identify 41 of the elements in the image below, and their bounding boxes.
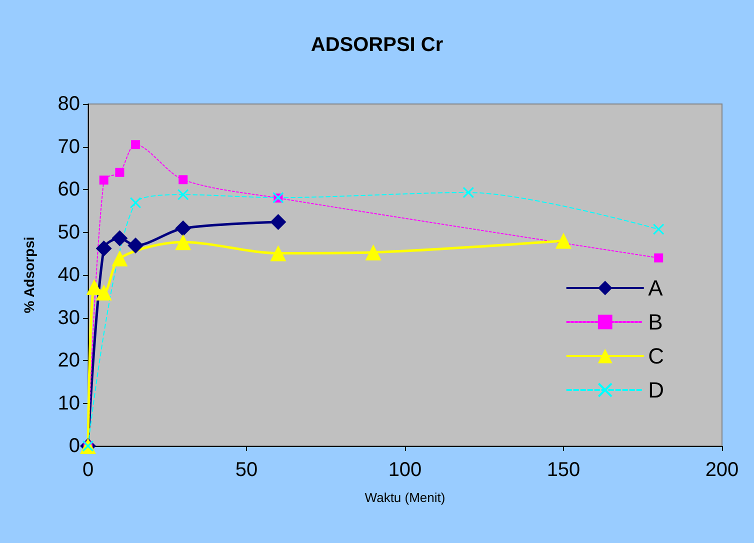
- point: [175, 220, 192, 236]
- point: [365, 244, 382, 260]
- point: [112, 230, 128, 246]
- point: [99, 176, 108, 185]
- legend-label: D: [648, 378, 664, 402]
- x-tick-label: 100: [388, 459, 422, 481]
- point: [96, 240, 112, 256]
- chart-title: ADSORPSI Cr: [310, 34, 444, 56]
- point: [131, 140, 140, 150]
- point: [130, 197, 142, 208]
- point: [653, 224, 664, 235]
- legend-label: A: [648, 276, 664, 300]
- legend-label: B: [648, 310, 663, 334]
- y-tick-label: 40: [58, 264, 80, 286]
- x-tick-label: 200: [705, 459, 739, 481]
- point: [556, 232, 572, 249]
- point: [270, 245, 286, 262]
- point: [178, 175, 188, 184]
- legend-label: C: [648, 344, 664, 368]
- point: [654, 253, 664, 262]
- y-tick-label: 60: [58, 178, 80, 200]
- y-tick-label: 20: [58, 350, 80, 372]
- y-tick-label: 80: [58, 93, 80, 115]
- point: [112, 250, 128, 266]
- x-tick-label: 0: [82, 459, 94, 481]
- point: [270, 214, 286, 230]
- point: [128, 238, 144, 254]
- point: [96, 284, 112, 301]
- y-axis-title: % Adsorpsi: [21, 236, 37, 314]
- point: [175, 234, 192, 250]
- x-tick-label: 50: [235, 459, 258, 481]
- point: [115, 168, 124, 177]
- y-tick-label: 0: [68, 435, 80, 457]
- point: [178, 189, 189, 200]
- point: [462, 186, 474, 198]
- y-tick-label: 30: [58, 306, 80, 329]
- y-tick-label: 70: [58, 136, 80, 158]
- y-tick-label: 10: [58, 392, 80, 414]
- x-axis-title: Waktu (Menit): [364, 490, 446, 505]
- y-tick-label: 50: [58, 221, 80, 244]
- x-tick-label: 150: [546, 459, 580, 481]
